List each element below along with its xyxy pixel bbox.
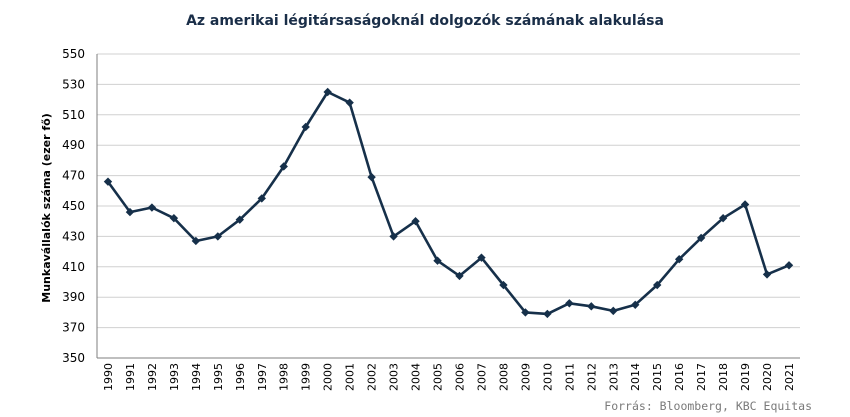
y-tick-label: 370 [62, 321, 85, 335]
data-point [103, 177, 113, 186]
data-point [455, 271, 464, 281]
x-tick-label: 1992 [146, 363, 159, 391]
data-point [674, 255, 684, 264]
data-point [191, 236, 201, 246]
data-point [169, 213, 179, 223]
y-tick-label: 390 [62, 290, 85, 304]
x-tick-label: 2011 [563, 363, 576, 391]
data-point [301, 122, 310, 132]
data-point [521, 308, 530, 317]
chart-title: Az amerikai légitársaságoknál dolgozók s… [186, 13, 664, 29]
data-point [784, 261, 794, 270]
x-tick-label: 2021 [783, 363, 796, 391]
data-point [323, 87, 332, 97]
x-tick-label: 2008 [497, 363, 510, 391]
x-tick-label: 1994 [190, 363, 203, 391]
data-point [499, 280, 508, 290]
y-tick-label: 470 [62, 169, 85, 183]
y-axis-ticks: 350 370 390 410 430 450 470 490 510 530 550 [62, 47, 85, 365]
data-point [762, 270, 772, 279]
data-point [389, 232, 398, 241]
y-tick-label: 450 [62, 199, 85, 213]
x-tick-label: 2016 [673, 363, 686, 391]
x-tick-label: 2019 [739, 363, 752, 391]
data-point [543, 309, 552, 319]
x-tick-label: 2007 [475, 363, 488, 391]
data-point [653, 280, 662, 290]
x-tick-label: 1999 [300, 363, 313, 391]
data-point [147, 203, 157, 212]
data-point [125, 207, 135, 217]
x-tick-label: 2001 [344, 363, 357, 391]
x-tick-label: 2010 [541, 363, 554, 391]
data-point [696, 233, 706, 243]
x-tick-label: 2002 [366, 363, 379, 391]
x-tick-label: 2014 [629, 363, 642, 391]
y-tick-label: 510 [62, 108, 85, 122]
data-point [609, 306, 618, 316]
x-tick-label: 2006 [453, 363, 466, 391]
data-point [367, 172, 376, 182]
x-tick-label: 2012 [585, 363, 598, 391]
data-point [718, 213, 728, 223]
y-tick-label: 490 [62, 138, 85, 152]
data-point [587, 302, 596, 311]
x-tick-label: 1996 [234, 363, 247, 391]
data-point [433, 256, 442, 265]
x-tick-label: 1995 [212, 363, 225, 391]
x-tick-label: 2018 [717, 363, 730, 391]
x-tick-label: 2000 [322, 363, 335, 391]
y-tick-label: 350 [62, 351, 85, 365]
data-point [631, 300, 640, 309]
data-point [235, 215, 244, 224]
y-tick-label: 410 [62, 260, 85, 274]
x-tick-label: 1998 [278, 363, 291, 391]
x-tick-label: 2015 [651, 363, 664, 391]
y-tick-label: 430 [62, 229, 85, 243]
x-tick-label: 2020 [761, 363, 774, 391]
data-point [477, 253, 486, 262]
x-tick-label: 2017 [695, 363, 708, 391]
data-point [411, 217, 420, 226]
series-layer [103, 87, 794, 319]
data-point [213, 232, 223, 241]
data-point [345, 98, 354, 107]
series-line [106, 90, 790, 316]
x-tick-label: 1997 [256, 363, 269, 391]
x-tick-label: 1991 [124, 363, 137, 391]
data-point [740, 200, 750, 209]
y-tick-label: 530 [62, 77, 85, 91]
x-axis-ticks: 1990 1991 1992 1993 1994 1995 1996 1997 1998 1999… [102, 363, 796, 391]
x-tick-label: 2013 [607, 363, 620, 391]
x-tick-label: 1990 [102, 363, 115, 391]
x-tick-label: 1993 [168, 363, 181, 391]
source-note: Forrás: Bloomberg, KBC Equitas [604, 399, 812, 413]
x-tick-label: 2004 [410, 363, 423, 391]
gridlines [96, 53, 800, 359]
y-tick-label: 550 [62, 47, 85, 61]
x-tick-label: 2003 [388, 363, 401, 391]
x-tick-label: 2005 [432, 363, 445, 391]
data-point [257, 194, 266, 203]
y-axis-label: Munkavállalók száma (ezer fő) [40, 113, 53, 302]
data-point [565, 299, 574, 308]
data-point [279, 162, 288, 171]
x-tick-label: 2009 [519, 363, 532, 391]
